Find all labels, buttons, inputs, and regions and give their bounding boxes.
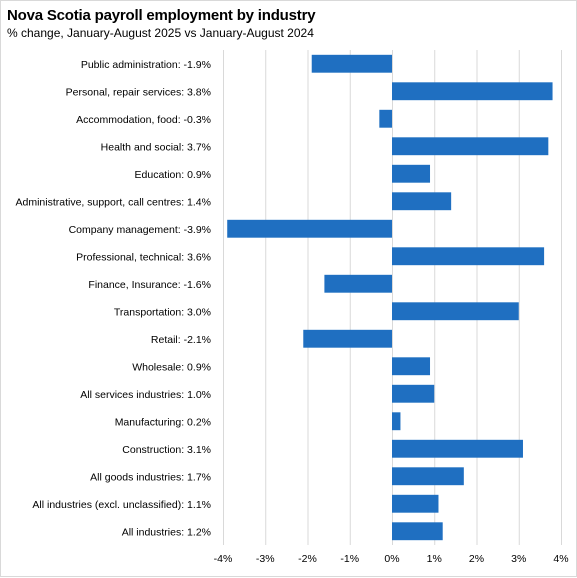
category-label: Personal, repair services: 3.8% xyxy=(66,86,211,98)
category-label: Manufacturing: 0.2% xyxy=(115,416,211,428)
category-label: Administrative, support, call centres: 1… xyxy=(15,196,211,208)
chart-title: Nova Scotia payroll employment by indust… xyxy=(7,7,316,24)
bar xyxy=(324,274,392,293)
x-tick-label: 1% xyxy=(427,553,442,565)
category-label: Education: 0.9% xyxy=(135,169,211,181)
bar xyxy=(392,302,519,321)
category-label: Health and social: 3.7% xyxy=(101,141,211,153)
bar xyxy=(392,247,545,266)
category-label: Company management: -3.9% xyxy=(69,224,211,236)
category-label: All industries (excl. unclassified): 1.1… xyxy=(32,499,211,511)
category-label: Finance, Insurance: -1.6% xyxy=(88,279,211,291)
bar xyxy=(392,164,431,183)
x-tick-label: -4% xyxy=(214,553,233,565)
bar xyxy=(311,54,392,73)
x-tick-label: -1% xyxy=(340,553,359,565)
bar xyxy=(392,384,435,403)
category-label: All goods industries: 1.7% xyxy=(90,471,211,483)
x-tick-label: 0% xyxy=(384,553,399,565)
category-label: Retail: -2.1% xyxy=(151,334,211,346)
category-label: All industries: 1.2% xyxy=(122,526,211,538)
chart-subtitle: % change, January-August 2025 vs January… xyxy=(7,26,314,40)
category-label: Public administration: -1.9% xyxy=(81,59,211,71)
bar xyxy=(392,412,401,431)
bar xyxy=(392,137,549,156)
bar xyxy=(392,357,431,376)
x-tick-label: -3% xyxy=(256,553,275,565)
category-label: Accommodation, food: -0.3% xyxy=(76,114,211,126)
bar xyxy=(392,467,464,486)
x-tick-label: 2% xyxy=(469,553,484,565)
bar xyxy=(392,439,523,458)
category-label: Construction: 3.1% xyxy=(122,444,211,456)
bar xyxy=(392,82,553,101)
category-label: All services industries: 1.0% xyxy=(80,389,211,401)
category-label: Wholesale: 0.9% xyxy=(132,361,211,373)
bar xyxy=(227,219,392,238)
x-tick-label: 3% xyxy=(511,553,526,565)
bar xyxy=(379,109,392,128)
bar xyxy=(392,522,443,541)
bar xyxy=(392,494,439,513)
category-label: Professional, technical: 3.6% xyxy=(76,251,211,263)
x-tick-label: 4% xyxy=(553,553,568,565)
bar xyxy=(303,329,392,348)
x-tick-label: -2% xyxy=(298,553,317,565)
category-label: Transportation: 3.0% xyxy=(114,306,211,318)
bar xyxy=(392,192,452,211)
